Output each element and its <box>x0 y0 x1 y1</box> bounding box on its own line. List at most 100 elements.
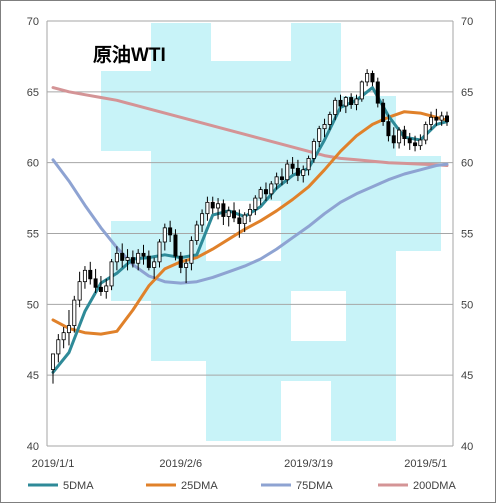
candle <box>407 132 412 150</box>
candle <box>178 251 183 274</box>
candle <box>295 159 300 182</box>
candle-body <box>295 167 300 176</box>
candle <box>354 94 359 111</box>
candlesticks <box>51 69 449 384</box>
candle <box>274 172 279 190</box>
candle <box>429 111 434 131</box>
candle-body <box>210 201 215 209</box>
candle <box>444 111 449 126</box>
candle <box>173 229 178 261</box>
candle <box>247 203 252 223</box>
candle <box>263 182 268 201</box>
legend-label-200dma: 200DMA <box>413 480 456 492</box>
candle <box>381 98 386 126</box>
candle <box>306 155 311 176</box>
candle-body <box>88 269 93 280</box>
candle <box>413 135 418 152</box>
candle <box>434 108 439 126</box>
candle <box>232 202 237 223</box>
y-tick-left-40: 40 <box>27 441 39 453</box>
y-tick-right-50: 50 <box>461 299 473 311</box>
candle <box>66 310 71 346</box>
candle-body <box>290 163 295 169</box>
candle <box>56 334 61 363</box>
candle-body <box>61 332 66 341</box>
candle <box>221 199 226 225</box>
candle <box>184 259 189 284</box>
candle-body <box>162 227 167 243</box>
candle <box>285 159 290 184</box>
y-tick-left-70: 70 <box>27 16 39 28</box>
x-tick-label: 2019/2/6 <box>159 458 202 470</box>
candle <box>88 261 93 285</box>
y-tick-right-65: 65 <box>461 87 473 99</box>
candle <box>168 220 173 242</box>
y-tick-right-55: 55 <box>461 229 473 241</box>
candle-body <box>146 255 151 268</box>
y-tick-left-55: 55 <box>27 229 39 241</box>
candle <box>418 134 423 150</box>
candle <box>370 70 375 87</box>
candle-body <box>391 135 396 144</box>
candle-body <box>168 227 173 236</box>
candle <box>317 125 322 148</box>
candle-body <box>200 213 205 226</box>
y-tick-right-45: 45 <box>461 370 473 382</box>
candle <box>205 196 210 221</box>
y-tick-left-50: 50 <box>27 299 39 311</box>
candle-body <box>317 128 322 142</box>
candle <box>279 168 284 186</box>
candle <box>104 278 109 299</box>
candle-body <box>322 124 327 130</box>
candle-body <box>242 214 247 224</box>
candle <box>162 223 167 251</box>
candle <box>386 114 391 142</box>
candle-body <box>82 269 87 283</box>
candle <box>146 250 151 271</box>
candle-body <box>56 339 61 355</box>
candle <box>114 246 119 271</box>
candle-body <box>77 281 82 301</box>
candle-body <box>343 97 348 107</box>
candle <box>258 186 263 206</box>
candle <box>152 257 157 279</box>
candle-body <box>152 261 157 268</box>
candle-body <box>205 201 210 215</box>
candle-body <box>407 138 412 144</box>
candle-body <box>72 299 77 326</box>
candle-body <box>285 163 290 181</box>
candle <box>349 93 354 109</box>
candle-body <box>98 286 103 292</box>
legend: 5DMA 25DMA 75DMA 200DMA <box>28 480 456 492</box>
candle-body <box>93 278 98 288</box>
candle-body <box>136 252 141 264</box>
candle <box>226 206 231 227</box>
candle <box>423 121 428 145</box>
candle-body <box>413 142 418 147</box>
candle-body <box>381 102 386 122</box>
candle <box>136 249 141 271</box>
candle <box>157 239 162 268</box>
legend-label-5dma: 5DMA <box>63 480 94 492</box>
candle-body <box>338 99 343 107</box>
watermark-logo <box>101 23 441 441</box>
candle-body <box>354 98 359 105</box>
candle <box>82 266 87 289</box>
candle <box>338 94 343 112</box>
candle-body <box>258 189 263 199</box>
candle <box>402 125 407 146</box>
candle <box>109 259 114 291</box>
candle <box>439 111 444 126</box>
candle-body <box>349 97 354 105</box>
candle <box>141 244 146 265</box>
series-line-200dma <box>51 86 449 167</box>
candle-body <box>216 203 221 209</box>
candle <box>343 96 348 114</box>
candle <box>397 127 402 149</box>
candle-body <box>439 115 444 121</box>
candle-body <box>247 209 252 216</box>
candle-body <box>104 285 109 292</box>
candle <box>216 198 221 220</box>
candle <box>51 353 56 384</box>
x-tick-label: 2019/5/1 <box>404 458 447 470</box>
